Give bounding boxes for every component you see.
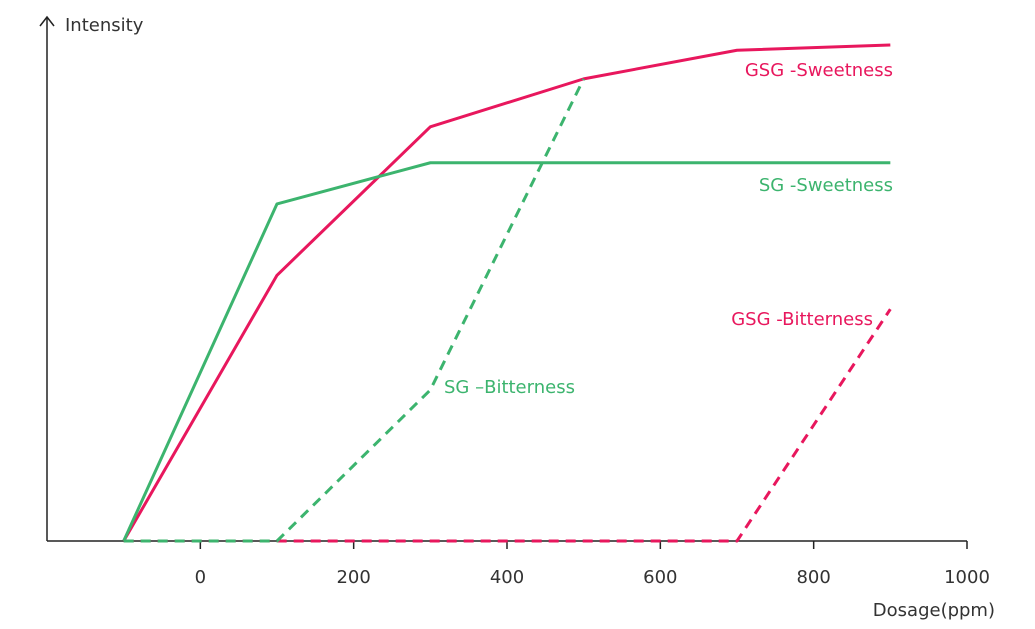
series-line: [122, 161, 891, 542]
x-axis-label: Dosage(ppm): [873, 600, 995, 621]
series-line: [122, 43, 891, 542]
series-label: SG -Sweetness: [759, 175, 893, 196]
x-tick-label: 0: [195, 567, 206, 588]
y-axis-arrow: [39, 15, 55, 27]
y-axis-label: Intensity: [65, 15, 144, 36]
x-tick-label: 600: [643, 567, 677, 588]
series-label: GSG -Bitterness: [731, 309, 873, 330]
series-label: GSG -Sweetness: [745, 60, 893, 81]
x-tick-label: 800: [796, 567, 830, 588]
x-tick-label: 1000: [944, 567, 990, 588]
series-line: [123, 78, 586, 543]
x-tick-label: 200: [336, 567, 370, 588]
series-label: SG –Bitterness: [444, 377, 575, 398]
x-tick-label: 400: [490, 567, 524, 588]
